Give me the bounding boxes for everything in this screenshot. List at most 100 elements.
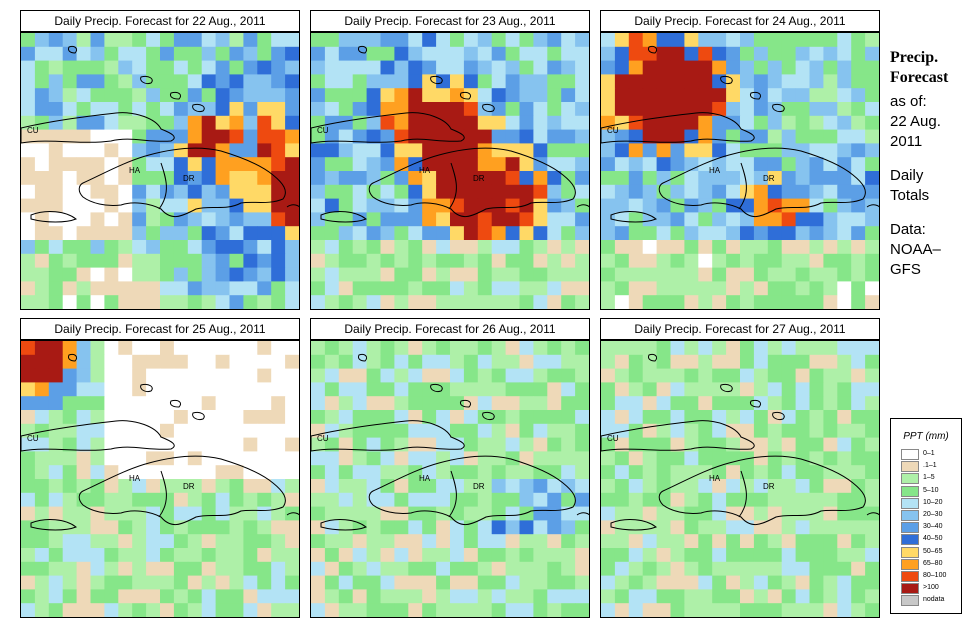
precip-cell <box>505 60 520 75</box>
precip-cell <box>104 451 119 466</box>
precip-cell <box>132 198 147 213</box>
precip-cell <box>712 212 727 227</box>
precip-cell <box>394 46 409 61</box>
panel-title: Daily Precip. Forecast for 24 Aug., 2011 <box>600 10 880 32</box>
precip-map: CU HA DR <box>310 32 590 310</box>
precip-cell <box>118 561 133 576</box>
precip-cell <box>118 575 133 590</box>
country-label-cu: CU <box>27 126 39 135</box>
precip-cell <box>324 603 340 617</box>
precip-cell <box>257 534 272 549</box>
precip-cell <box>436 410 451 425</box>
precip-cell <box>436 240 451 255</box>
precip-cell <box>753 437 769 452</box>
precip-cell <box>285 423 299 438</box>
precip-cell <box>726 184 741 199</box>
precip-cell <box>229 88 244 103</box>
precip-cell <box>601 520 616 535</box>
precip-cell <box>146 74 161 89</box>
precip-cell <box>215 129 230 144</box>
precip-cell <box>338 212 354 227</box>
precip-cell <box>712 60 727 75</box>
precip-cell <box>338 548 354 563</box>
precip-cell <box>670 281 685 296</box>
precip-cell <box>614 382 630 397</box>
precip-cell <box>614 520 630 535</box>
precip-cell <box>781 184 796 199</box>
precip-cell <box>575 129 589 144</box>
precip-cell <box>160 354 175 369</box>
precip-cell <box>324 281 340 296</box>
precip-cell <box>575 184 589 199</box>
precip-cell <box>21 492 36 507</box>
precip-cell <box>132 465 147 480</box>
precip-cell <box>781 354 796 369</box>
precip-cell <box>628 382 644 397</box>
precip-cell <box>34 129 50 144</box>
precip-cell <box>118 88 133 103</box>
precip-cell <box>823 506 838 521</box>
precip-cell <box>726 354 741 369</box>
precip-cell <box>187 115 203 130</box>
precip-cell <box>865 88 879 103</box>
precip-cell <box>90 240 105 255</box>
precip-cell <box>698 60 713 75</box>
precip-cell <box>146 492 161 507</box>
precip-cell <box>781 281 796 296</box>
precip-cell <box>394 60 409 75</box>
precip-cell <box>394 423 409 438</box>
precip-cell <box>491 33 506 48</box>
precip-cell <box>851 437 866 452</box>
precip-cell <box>809 410 824 425</box>
precip-cell <box>257 88 272 103</box>
precip-cell <box>753 465 769 480</box>
precip-cell <box>380 354 395 369</box>
precip-cell <box>684 492 699 507</box>
precip-cell <box>809 33 824 48</box>
precip-cell <box>753 575 769 590</box>
precip-cell <box>753 281 769 296</box>
precip-cell <box>187 74 203 89</box>
precip-cell <box>90 548 105 563</box>
precip-cell <box>118 171 133 186</box>
precip-cell <box>201 240 216 255</box>
precip-cell <box>533 157 548 172</box>
precip-cell <box>767 281 783 296</box>
precip-cell <box>90 341 105 356</box>
precip-cell <box>271 534 286 549</box>
precip-cell <box>726 465 741 480</box>
precip-cell <box>601 437 616 452</box>
precip-cell <box>62 129 77 144</box>
precip-cell <box>173 506 189 521</box>
precip-cell <box>104 561 119 576</box>
precip-cell <box>477 589 493 604</box>
precip-cell <box>614 451 630 466</box>
coastline <box>482 412 495 420</box>
precip-map: CU HA DR <box>600 340 880 618</box>
precip-cell <box>740 396 755 411</box>
precip-cell <box>450 354 465 369</box>
precip-cell <box>865 451 879 466</box>
precip-cell <box>422 281 437 296</box>
precip-cell <box>352 60 367 75</box>
precip-cell <box>243 396 258 411</box>
precip-cell <box>726 267 741 282</box>
precip-cell <box>160 281 175 296</box>
legend-label: 20–30 <box>923 511 943 518</box>
precip-cell <box>132 506 147 521</box>
precip-cell <box>338 129 354 144</box>
precip-cell <box>229 423 244 438</box>
precip-cell <box>160 240 175 255</box>
precip-cell <box>740 382 755 397</box>
precip-cell <box>257 46 272 61</box>
precip-cell <box>146 212 161 227</box>
precip-cell <box>146 102 161 117</box>
precip-cell <box>837 506 852 521</box>
precip-cell <box>104 143 119 158</box>
precip-cell <box>823 520 838 535</box>
precip-cell <box>450 561 465 576</box>
precip-cell <box>533 575 548 590</box>
precip-cell <box>575 115 589 130</box>
precip-cell <box>408 479 423 494</box>
precip-cell <box>547 410 562 425</box>
